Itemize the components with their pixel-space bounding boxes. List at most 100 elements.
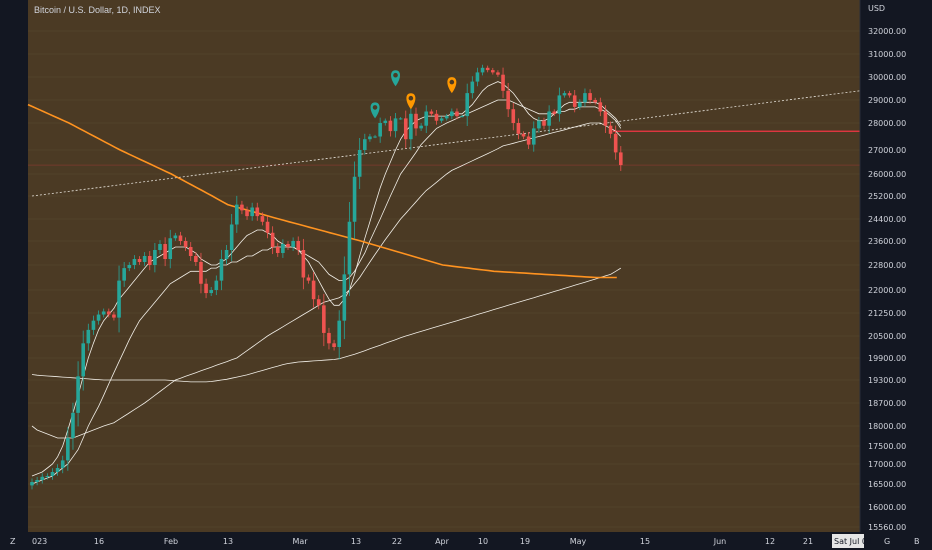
x-tick-label: 21	[803, 537, 813, 546]
candle-body	[557, 95, 562, 114]
candle-body	[178, 235, 183, 241]
y-tick-label: 22800.00	[868, 261, 906, 270]
candle-body	[583, 93, 587, 103]
candle-body	[327, 332, 331, 344]
plot-area[interactable]	[28, 0, 860, 532]
candle-body	[229, 224, 234, 250]
candle-body	[398, 118, 403, 120]
y-tick-label: 20500.00	[868, 332, 906, 341]
candle-body	[316, 299, 321, 306]
pin-marker-icon	[447, 77, 457, 94]
x-axis-bg	[0, 532, 932, 550]
candle-body	[240, 204, 244, 211]
fullscreen-icon[interactable]: B	[914, 537, 920, 546]
y-tick-label: 23600.00	[868, 237, 906, 246]
candle-body	[142, 256, 147, 262]
pin-marker-hole	[393, 72, 398, 78]
candle-body	[50, 472, 55, 476]
x-tick-label: 13	[351, 537, 361, 546]
currency-label: USD	[868, 4, 885, 13]
candle-body	[209, 290, 213, 294]
x-tick-label: 22	[392, 537, 402, 546]
candle-body	[81, 343, 85, 377]
y-tick-label: 17500.00	[868, 442, 906, 451]
candle-body	[475, 72, 480, 82]
left-toolbar-icon[interactable]: Z	[10, 537, 16, 546]
moving-average-line	[31, 81, 622, 477]
candle-body	[122, 268, 126, 281]
candle-body	[224, 250, 229, 259]
candle-body	[485, 67, 490, 71]
candle-body	[158, 244, 162, 250]
y-tick-label: 28000.00	[868, 119, 906, 128]
x-tick-label: 10	[478, 537, 488, 546]
candle-body	[311, 280, 316, 300]
x-tick-label: 023	[32, 537, 47, 546]
candle-body	[567, 93, 572, 96]
candle-body	[183, 241, 188, 247]
candle-body	[194, 256, 198, 262]
candle-body	[107, 311, 111, 315]
candle-body	[506, 90, 510, 110]
candle-body	[542, 120, 546, 126]
candle-body	[214, 280, 219, 290]
candle-body	[101, 311, 106, 315]
candle-body	[516, 123, 521, 134]
settings-icon[interactable]: G	[884, 537, 890, 546]
candle-body	[86, 329, 91, 344]
date-badge[interactable]: Sat Jul 01	[834, 537, 872, 546]
y-axis[interactable]: 15560.00 16000.00 16500.00 17000.00 17500.00…	[859, 0, 932, 550]
markers-layer	[370, 70, 457, 119]
candle-body	[66, 438, 70, 461]
x-tick-label: Feb	[164, 537, 178, 546]
candle-body	[608, 125, 613, 134]
candle-body	[460, 116, 464, 118]
candle-body	[173, 235, 178, 239]
candle-body	[168, 238, 173, 259]
candle-body	[76, 376, 80, 413]
candle-body	[393, 118, 398, 132]
candles-layer	[30, 64, 623, 490]
candle-body	[188, 247, 193, 256]
x-tick-label: Apr	[435, 537, 450, 546]
y-tick-label: 19900.00	[868, 354, 906, 363]
pin-marker-icon	[406, 93, 416, 110]
candle-body	[322, 305, 326, 333]
candle-body	[383, 120, 388, 123]
candle-body	[163, 244, 167, 259]
candle-body	[357, 150, 362, 177]
x-tick-label: Jun	[713, 537, 727, 546]
candle-body	[429, 111, 434, 114]
date-badge-bg[interactable]	[832, 534, 864, 548]
candle-body	[578, 102, 582, 107]
candle-body	[265, 221, 270, 233]
candle-body	[352, 176, 357, 222]
candle-body	[55, 468, 60, 472]
candle-body	[414, 113, 418, 129]
candle-body	[71, 412, 75, 438]
x-axis[interactable]: 023 16 Feb 13 Mar 13 22 Apr 10 19 May 15 Jun 12 21	[0, 532, 932, 550]
candle-body	[588, 93, 592, 100]
candle-body	[235, 204, 239, 225]
candle-body	[537, 120, 541, 129]
pin-marker-icon	[370, 102, 380, 119]
candle-body	[255, 207, 260, 217]
candle-body	[613, 133, 618, 153]
candle-body	[40, 476, 45, 480]
candle-body	[281, 244, 285, 253]
x-tick-label: 12	[765, 537, 775, 546]
candle-body	[547, 111, 551, 126]
candle-body	[409, 113, 413, 140]
moving-average-line	[31, 122, 622, 439]
candle-body	[419, 125, 423, 129]
candle-body	[368, 136, 372, 140]
candle-body	[117, 280, 121, 318]
candle-body	[35, 480, 39, 482]
y-tick-label: 22000.00	[868, 286, 906, 295]
candle-body	[91, 320, 96, 330]
candle-body	[112, 314, 116, 318]
candle-body	[147, 256, 152, 265]
candle-body	[470, 81, 475, 94]
moving-average-line	[31, 267, 622, 383]
candle-body	[496, 72, 500, 75]
